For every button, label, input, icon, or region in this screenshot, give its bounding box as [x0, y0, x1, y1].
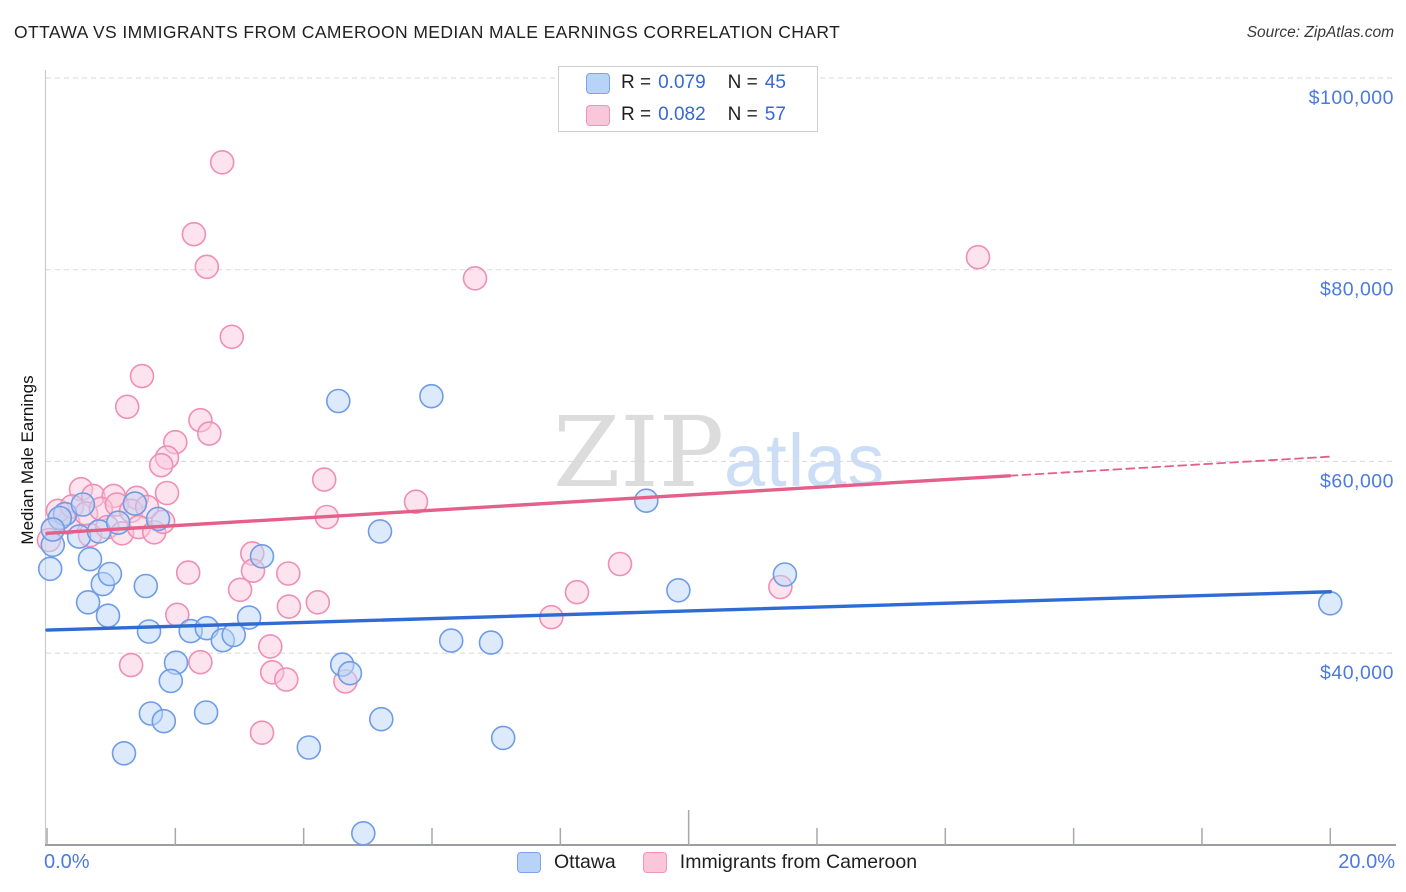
point-ottawa[interactable]: [133, 573, 159, 599]
n-value-cameroon: 57: [764, 104, 786, 125]
n-label: N =: [727, 104, 758, 125]
n-value-ottawa: 45: [764, 72, 786, 93]
point-ottawa[interactable]: [77, 546, 103, 572]
point-cameroon[interactable]: [219, 324, 245, 350]
stats-row-cameroon: R = 0.082 N = 57: [559, 99, 817, 131]
n-label: N =: [727, 72, 758, 93]
point-ottawa[interactable]: [111, 740, 137, 766]
point-cameroon[interactable]: [227, 577, 253, 603]
legend-swatch-cameroon[interactable]: [642, 852, 667, 873]
ottawa-color-swatch: [586, 72, 610, 94]
trend-line-cameroon: [45, 474, 1012, 535]
point-ottawa[interactable]: [158, 668, 184, 694]
point-ottawa[interactable]: [75, 589, 101, 615]
stats-row-ottawa: R = 0.079 N = 45: [559, 67, 817, 99]
point-cameroon[interactable]: [148, 452, 174, 478]
point-cameroon[interactable]: [607, 551, 633, 577]
point-ottawa[interactable]: [97, 561, 123, 587]
point-ottawa[interactable]: [419, 383, 444, 409]
point-ottawa[interactable]: [772, 562, 798, 587]
point-cameroon[interactable]: [403, 489, 429, 515]
point-cameroon[interactable]: [181, 221, 207, 247]
point-ottawa[interactable]: [367, 519, 393, 544]
point-ottawa[interactable]: [136, 619, 162, 644]
point-ottawa[interactable]: [193, 700, 219, 725]
point-cameroon[interactable]: [462, 265, 488, 291]
y-tick-label: $60,000: [1320, 470, 1394, 492]
point-cameroon[interactable]: [965, 244, 991, 270]
point-cameroon[interactable]: [194, 254, 220, 280]
y-tick-label: $40,000: [1320, 662, 1394, 684]
point-ottawa[interactable]: [95, 603, 121, 629]
point-ottawa[interactable]: [633, 488, 659, 514]
legend-label-cameroon[interactable]: Immigrants from Cameroon: [679, 851, 918, 873]
point-cameroon[interactable]: [538, 604, 564, 630]
point-cameroon[interactable]: [114, 394, 140, 420]
y-tick-label: $80,000: [1320, 279, 1394, 301]
point-cameroon[interactable]: [257, 634, 283, 659]
point-cameroon[interactable]: [197, 421, 222, 446]
point-ottawa[interactable]: [37, 556, 63, 582]
point-cameroon[interactable]: [276, 594, 302, 619]
point-ottawa[interactable]: [438, 628, 464, 653]
point-ottawa[interactable]: [368, 706, 394, 732]
point-cameroon[interactable]: [188, 649, 213, 675]
point-cameroon[interactable]: [129, 363, 155, 389]
point-ottawa[interactable]: [122, 491, 148, 516]
source-attribution: Source: ZipAtlas.com: [1246, 24, 1394, 41]
point-cameroon[interactable]: [305, 589, 331, 615]
cameroon-color-swatch: [586, 104, 610, 126]
point-ottawa[interactable]: [151, 708, 177, 734]
point-cameroon[interactable]: [564, 579, 590, 605]
point-ottawa[interactable]: [666, 577, 691, 603]
series-ottawa: [37, 383, 1343, 846]
point-ottawa[interactable]: [490, 725, 516, 751]
r-label: R =: [621, 104, 652, 125]
point-cameroon[interactable]: [275, 561, 301, 586]
point-ottawa[interactable]: [478, 630, 504, 655]
point-cameroon[interactable]: [175, 560, 201, 585]
r-value-ottawa: 0.079: [658, 72, 706, 93]
r-value-cameroon: 0.082: [658, 104, 706, 125]
point-ottawa[interactable]: [70, 492, 96, 517]
point-ottawa[interactable]: [337, 660, 363, 686]
trend-line-ottawa: [45, 590, 1333, 632]
point-ottawa[interactable]: [296, 735, 322, 760]
correlation-stats-legend: R = 0.079 N = 45 R = 0.082 N = 57: [558, 66, 818, 132]
series-legend: Ottawa Immigrants from Cameroon: [517, 850, 917, 875]
x-axis-max-label: 20.0%: [1338, 851, 1395, 873]
point-cameroon[interactable]: [273, 667, 299, 692]
point-ottawa[interactable]: [350, 820, 376, 846]
point-ottawa[interactable]: [40, 517, 66, 542]
point-cameroon[interactable]: [249, 720, 275, 746]
trend-line-cameroon-dashed: [1008, 455, 1332, 477]
r-label: R =: [621, 72, 652, 93]
legend-swatch-ottawa[interactable]: [517, 852, 541, 873]
point-cameroon[interactable]: [209, 150, 235, 175]
point-ottawa[interactable]: [325, 388, 351, 414]
y-tick-label: $100,000: [1309, 87, 1394, 109]
point-cameroon[interactable]: [311, 467, 337, 492]
point-cameroon[interactable]: [154, 480, 180, 506]
point-ottawa[interactable]: [1318, 590, 1343, 616]
point-ottawa[interactable]: [249, 543, 275, 569]
chart-title: OTTAWA VS IMMIGRANTS FROM CAMEROON MEDIA…: [14, 22, 841, 42]
point-cameroon[interactable]: [118, 652, 144, 678]
legend-label-ottawa[interactable]: Ottawa: [554, 851, 616, 873]
x-axis-min-label: 0.0%: [44, 851, 90, 873]
